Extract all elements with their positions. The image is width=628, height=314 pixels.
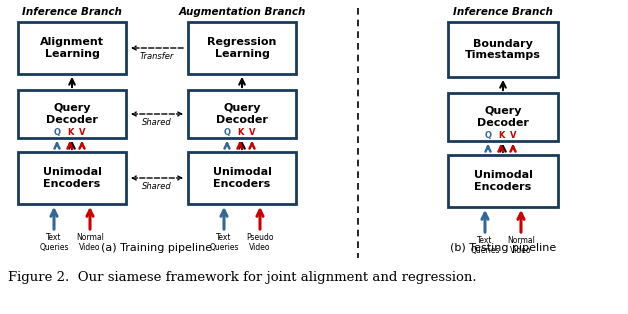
Text: K: K <box>67 128 73 137</box>
FancyBboxPatch shape <box>448 22 558 77</box>
Text: (a) Training pipeline: (a) Training pipeline <box>102 243 212 253</box>
Text: Normal
Video: Normal Video <box>507 236 535 255</box>
FancyBboxPatch shape <box>18 152 126 204</box>
Text: Boundary
Timestamps: Boundary Timestamps <box>465 39 541 60</box>
Text: Unimodal
Encoders: Unimodal Encoders <box>212 167 271 189</box>
Text: Query
Decoder: Query Decoder <box>477 106 529 128</box>
Text: Inference Branch: Inference Branch <box>22 7 122 17</box>
Text: Transfer: Transfer <box>140 52 174 61</box>
FancyBboxPatch shape <box>18 90 126 138</box>
Text: K: K <box>498 131 504 140</box>
Text: (b) Testing pipeline: (b) Testing pipeline <box>450 243 556 253</box>
Text: Figure 2.  Our siamese framework for joint alignment and regression.: Figure 2. Our siamese framework for join… <box>8 272 477 284</box>
FancyBboxPatch shape <box>188 152 296 204</box>
Text: Regression
Learning: Regression Learning <box>207 37 277 59</box>
FancyBboxPatch shape <box>448 155 558 207</box>
FancyBboxPatch shape <box>18 22 126 74</box>
FancyBboxPatch shape <box>188 90 296 138</box>
Text: Text
Queries: Text Queries <box>470 236 500 255</box>
FancyBboxPatch shape <box>448 93 558 141</box>
Text: V: V <box>510 131 516 140</box>
Text: Q: Q <box>224 128 230 137</box>
FancyBboxPatch shape <box>188 22 296 74</box>
Text: Unimodal
Encoders: Unimodal Encoders <box>43 167 102 189</box>
Text: Query
Decoder: Query Decoder <box>216 103 268 125</box>
Text: Q: Q <box>53 128 60 137</box>
Text: Query
Decoder: Query Decoder <box>46 103 98 125</box>
Text: Shared: Shared <box>142 182 172 191</box>
Text: Alignment
Learning: Alignment Learning <box>40 37 104 59</box>
Text: Pseudo
Video: Pseudo Video <box>246 233 274 252</box>
Text: Q: Q <box>484 131 492 140</box>
Text: K: K <box>237 128 243 137</box>
Text: V: V <box>78 128 85 137</box>
Text: Text
Queries: Text Queries <box>39 233 68 252</box>
Text: Augmentation Branch: Augmentation Branch <box>178 7 306 17</box>
Text: V: V <box>249 128 255 137</box>
Text: Normal
Video: Normal Video <box>76 233 104 252</box>
Text: Text
Queries: Text Queries <box>209 233 239 252</box>
Text: Unimodal
Encoders: Unimodal Encoders <box>474 170 533 192</box>
Text: Shared: Shared <box>142 118 172 127</box>
Text: Inference Branch: Inference Branch <box>453 7 553 17</box>
